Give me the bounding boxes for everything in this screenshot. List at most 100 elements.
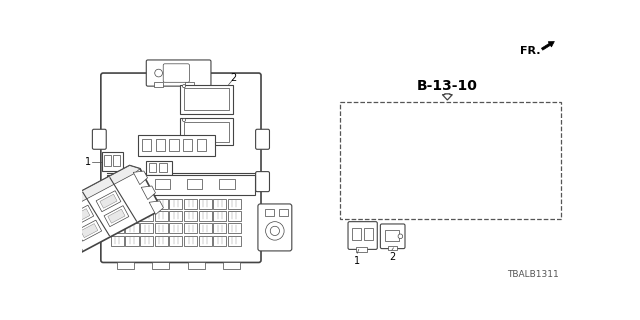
Bar bbox=[228, 223, 241, 233]
Bar bbox=[113, 156, 120, 166]
Bar bbox=[340, 102, 561, 219]
Bar bbox=[213, 198, 227, 209]
FancyBboxPatch shape bbox=[255, 129, 269, 149]
Polygon shape bbox=[22, 249, 47, 270]
Polygon shape bbox=[96, 191, 121, 212]
Bar bbox=[170, 139, 179, 151]
Bar bbox=[356, 247, 367, 252]
Bar bbox=[140, 236, 153, 245]
Bar bbox=[170, 211, 182, 221]
Bar bbox=[279, 209, 288, 215]
Bar bbox=[155, 211, 168, 221]
Bar bbox=[145, 161, 172, 175]
Polygon shape bbox=[45, 223, 63, 237]
Bar bbox=[198, 198, 212, 209]
Bar bbox=[180, 84, 232, 114]
Polygon shape bbox=[50, 235, 74, 256]
Bar bbox=[111, 211, 124, 221]
FancyArrow shape bbox=[442, 94, 452, 100]
Bar bbox=[170, 223, 182, 233]
Bar bbox=[148, 163, 156, 172]
Polygon shape bbox=[108, 209, 125, 223]
Bar bbox=[117, 262, 134, 268]
Polygon shape bbox=[0, 234, 26, 287]
Bar bbox=[170, 236, 182, 245]
Bar bbox=[111, 223, 124, 233]
Circle shape bbox=[155, 69, 163, 77]
Bar bbox=[364, 228, 373, 240]
Bar bbox=[388, 246, 397, 250]
Text: TBALB1311: TBALB1311 bbox=[508, 270, 559, 279]
Bar bbox=[154, 82, 163, 87]
Circle shape bbox=[266, 222, 284, 240]
Bar bbox=[184, 211, 197, 221]
FancyBboxPatch shape bbox=[101, 73, 261, 262]
Polygon shape bbox=[104, 206, 129, 227]
Text: 2: 2 bbox=[230, 73, 236, 84]
Polygon shape bbox=[141, 186, 156, 200]
Circle shape bbox=[182, 118, 186, 122]
Bar bbox=[183, 139, 193, 151]
Bar bbox=[228, 211, 241, 221]
FancyBboxPatch shape bbox=[348, 222, 378, 249]
Bar bbox=[152, 262, 170, 268]
Bar bbox=[155, 179, 170, 188]
Bar bbox=[184, 198, 197, 209]
FancyBboxPatch shape bbox=[255, 172, 269, 192]
Bar bbox=[184, 88, 228, 110]
Bar bbox=[188, 262, 205, 268]
Polygon shape bbox=[19, 237, 35, 252]
Bar bbox=[170, 198, 182, 209]
Polygon shape bbox=[42, 220, 67, 241]
Polygon shape bbox=[0, 165, 140, 248]
Bar bbox=[138, 135, 215, 156]
Bar bbox=[228, 198, 241, 209]
Polygon shape bbox=[73, 209, 90, 223]
Bar bbox=[213, 223, 227, 233]
Polygon shape bbox=[81, 224, 98, 238]
Bar bbox=[140, 223, 153, 233]
Bar bbox=[141, 139, 151, 151]
Bar bbox=[198, 223, 212, 233]
Bar bbox=[155, 223, 168, 233]
Polygon shape bbox=[77, 220, 102, 241]
FancyBboxPatch shape bbox=[92, 129, 106, 149]
Bar bbox=[155, 198, 168, 209]
FancyBboxPatch shape bbox=[258, 204, 292, 251]
Bar bbox=[156, 139, 164, 151]
Bar bbox=[185, 82, 194, 87]
FancyBboxPatch shape bbox=[147, 60, 211, 86]
Bar bbox=[140, 198, 153, 209]
Bar bbox=[102, 152, 123, 171]
Polygon shape bbox=[149, 201, 163, 214]
FancyBboxPatch shape bbox=[380, 224, 405, 249]
Bar bbox=[197, 139, 206, 151]
Text: 1: 1 bbox=[354, 256, 360, 266]
Bar bbox=[187, 179, 202, 188]
Polygon shape bbox=[69, 205, 93, 226]
Bar bbox=[111, 236, 124, 245]
Bar bbox=[122, 179, 138, 188]
Bar bbox=[140, 211, 153, 221]
Bar bbox=[125, 223, 139, 233]
Circle shape bbox=[398, 234, 403, 239]
Polygon shape bbox=[15, 234, 39, 255]
Bar bbox=[111, 198, 124, 209]
Polygon shape bbox=[133, 171, 148, 185]
Bar bbox=[155, 236, 168, 245]
Bar bbox=[180, 118, 232, 145]
Text: FR.: FR. bbox=[520, 46, 541, 56]
Bar bbox=[198, 236, 212, 245]
Polygon shape bbox=[26, 252, 44, 267]
Text: B-13-10: B-13-10 bbox=[417, 79, 478, 93]
Polygon shape bbox=[54, 238, 70, 252]
Polygon shape bbox=[0, 165, 158, 287]
Bar bbox=[265, 209, 274, 215]
Circle shape bbox=[182, 84, 186, 88]
Bar bbox=[104, 156, 111, 166]
Bar bbox=[223, 262, 240, 268]
Bar bbox=[184, 223, 197, 233]
Bar bbox=[352, 228, 361, 240]
FancyArrow shape bbox=[541, 42, 554, 50]
Bar bbox=[198, 211, 212, 221]
